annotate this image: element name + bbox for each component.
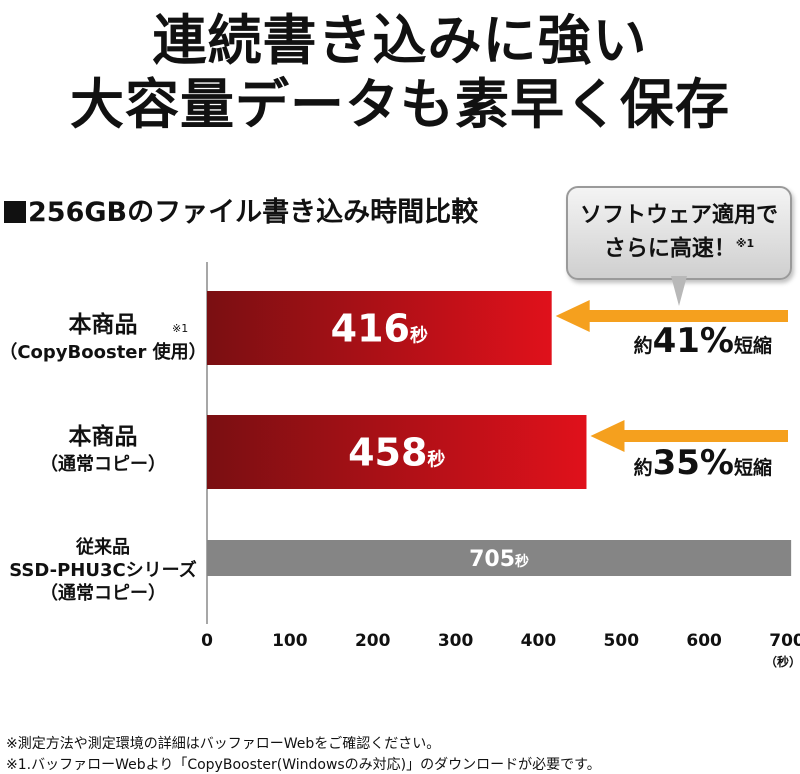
bar-1	[207, 291, 552, 365]
reduction-arrow-2	[590, 420, 788, 452]
headline-line-2: 大容量データも素早く保存	[70, 73, 730, 136]
category-label-2-line-1: 本商品	[69, 423, 138, 450]
category-label-3-line-1: 従来品	[75, 536, 130, 558]
software-callout: ソフトウェア適用で さらに高速！※1	[566, 186, 792, 280]
callout-note-mark: ※1	[735, 237, 755, 250]
reduction-label-1: 約41%短縮	[634, 321, 772, 361]
category-label-1-line-1: 本商品	[69, 311, 138, 338]
callout-line-2-text: さらに高速！	[603, 236, 736, 262]
reduction-label-2: 約35%短縮	[634, 443, 772, 483]
bar-2	[207, 415, 587, 489]
x-tick-label-1: 0	[201, 631, 213, 651]
reduction-arrow-1	[555, 300, 788, 332]
bar-value-label-3: 705秒	[469, 547, 529, 572]
footnote-2: ※1.バッファローWebより「CopyBooster(Windowsのみ対応)」…	[6, 757, 601, 773]
x-tick-label-7: 600	[686, 631, 722, 651]
chart-subtitle-text: 256GBのファイル書き込み時間比較	[28, 197, 479, 228]
bar-value-label-2: 458秒	[348, 431, 445, 475]
category-label-1-line-2: （CopyBooster 使用）	[0, 342, 207, 363]
arrow-shape-2	[590, 420, 788, 452]
x-axis-unit: （秒）	[765, 654, 800, 669]
x-tick-label-2: 100	[272, 631, 308, 651]
x-tick-label-5: 400	[521, 631, 557, 651]
x-tick-label-8: 700	[769, 631, 800, 651]
arrow-shape-1	[555, 300, 788, 332]
x-tick-label-4: 300	[438, 631, 474, 651]
x-tick-label-3: 200	[355, 631, 391, 651]
category-note-mark-1: ※1	[172, 322, 188, 335]
callout-line-2: さらに高速！※1	[568, 230, 790, 263]
bar-3	[207, 540, 792, 576]
category-label-2-line-2: （通常コピー）	[40, 453, 166, 475]
category-label-3-line-2: SSD-PHU3Cシリーズ	[9, 559, 197, 581]
chart-subtitle: 256GBのファイル書き込み時間比較	[4, 190, 478, 229]
square-bullet-icon	[4, 201, 26, 223]
bar-value-label-1: 416秒	[331, 307, 428, 351]
callout-line-1: ソフトウェア適用で	[579, 203, 778, 228]
footnote-1: ※測定方法や測定環境の詳細はバッファローWebをご確認ください。	[6, 736, 441, 752]
headline-line-1: 連続書き込みに強い	[152, 9, 648, 72]
category-label-3-line-3: （通常コピー）	[40, 582, 166, 604]
callout-tail	[671, 276, 687, 306]
x-tick-label-6: 500	[604, 631, 640, 651]
